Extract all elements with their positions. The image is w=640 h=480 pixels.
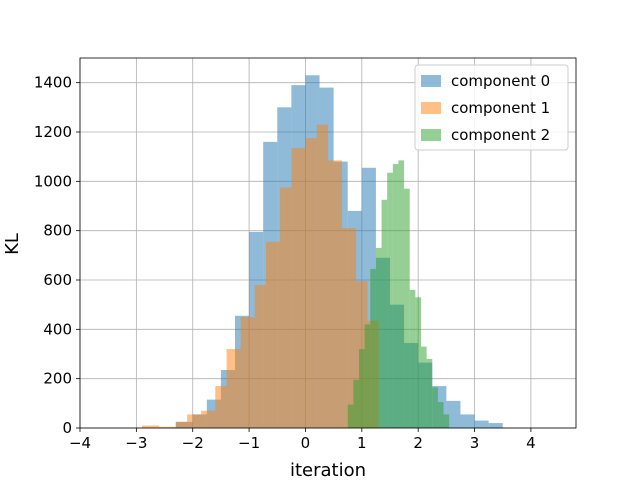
histogram-bar [280, 187, 292, 428]
histogram-bar [347, 404, 354, 428]
histogram-bar [460, 414, 475, 428]
legend-entry-label: component 1 [451, 99, 550, 117]
y-tick-label: 0 [62, 419, 72, 437]
histogram-bar [446, 400, 461, 428]
y-tick-label: 600 [43, 271, 72, 289]
legend: component 0 component 1 component 2 [414, 64, 569, 151]
x-tick-label: −2 [182, 434, 204, 452]
histogram-bar [421, 346, 427, 428]
histogram-bar [158, 426, 176, 428]
y-tick-label: 200 [43, 370, 72, 388]
histogram-bar [415, 297, 421, 428]
histogram-bar [215, 386, 227, 428]
histogram-bar [426, 358, 433, 428]
histogram-bar [404, 188, 410, 428]
histogram-bar [375, 247, 382, 428]
histogram-bar [226, 349, 241, 428]
x-axis-label: iteration [290, 460, 366, 480]
histogram-bar [437, 402, 444, 428]
histogram-bar [359, 349, 365, 428]
series-1-bars [142, 124, 379, 429]
histogram-bar [443, 414, 450, 428]
histogram-bar [240, 317, 255, 428]
histogram-bar [201, 410, 216, 428]
x-tick-label: −4 [69, 434, 91, 452]
histogram-bar [409, 289, 416, 428]
histogram-bar [305, 138, 317, 428]
plot-frame [79, 57, 577, 429]
histogram-bar [387, 172, 393, 428]
histogram-bar [187, 414, 202, 428]
legend-swatch [421, 75, 441, 87]
histogram-bar [432, 387, 438, 428]
y-tick-label: 1000 [34, 172, 72, 190]
histogram-bar [342, 228, 357, 428]
histogram-bars [142, 75, 503, 429]
x-tick-label: 4 [526, 434, 536, 452]
histogram-bar [474, 420, 489, 428]
y-tick-label: 800 [43, 222, 72, 240]
legend-box [414, 64, 569, 151]
histogram-bar [381, 199, 388, 428]
x-tick-label: 0 [301, 434, 311, 452]
y-tick-label: 400 [43, 320, 72, 338]
x-tick-label: 1 [357, 434, 367, 452]
legend-entry-label: component 2 [451, 126, 550, 144]
histogram-bar [291, 148, 306, 429]
histogram-bar [175, 421, 188, 428]
histogram-bar [316, 124, 328, 428]
histogram-bar [488, 423, 503, 428]
histogram-bar [370, 268, 376, 428]
histogram-bar [398, 160, 405, 428]
histogram-bar [142, 425, 159, 428]
legend-swatch [421, 129, 441, 141]
histogram-bar [254, 284, 266, 428]
series-2-bars [347, 160, 450, 429]
axes: −4 −3 −2 −1 0 1 2 3 4 0 200 400 600 800 1000 1200 1400 [34, 57, 577, 452]
x-tick-label: −1 [238, 434, 260, 452]
legend-swatch [421, 102, 441, 114]
histogram-bar [266, 241, 281, 428]
y-axis-label: KL [2, 233, 23, 255]
histogram-bar [328, 160, 343, 428]
y-tick-label: 1200 [34, 123, 72, 141]
x-tick-label: −3 [125, 434, 147, 452]
histogram-bar [392, 164, 399, 429]
y-tick-label: 1400 [34, 74, 72, 92]
histogram-bar [364, 324, 371, 428]
histogram-bar [353, 379, 359, 428]
legend-entry-label: component 0 [451, 72, 550, 90]
x-tick-label: 3 [470, 434, 480, 452]
x-tick-label: 2 [413, 434, 423, 452]
